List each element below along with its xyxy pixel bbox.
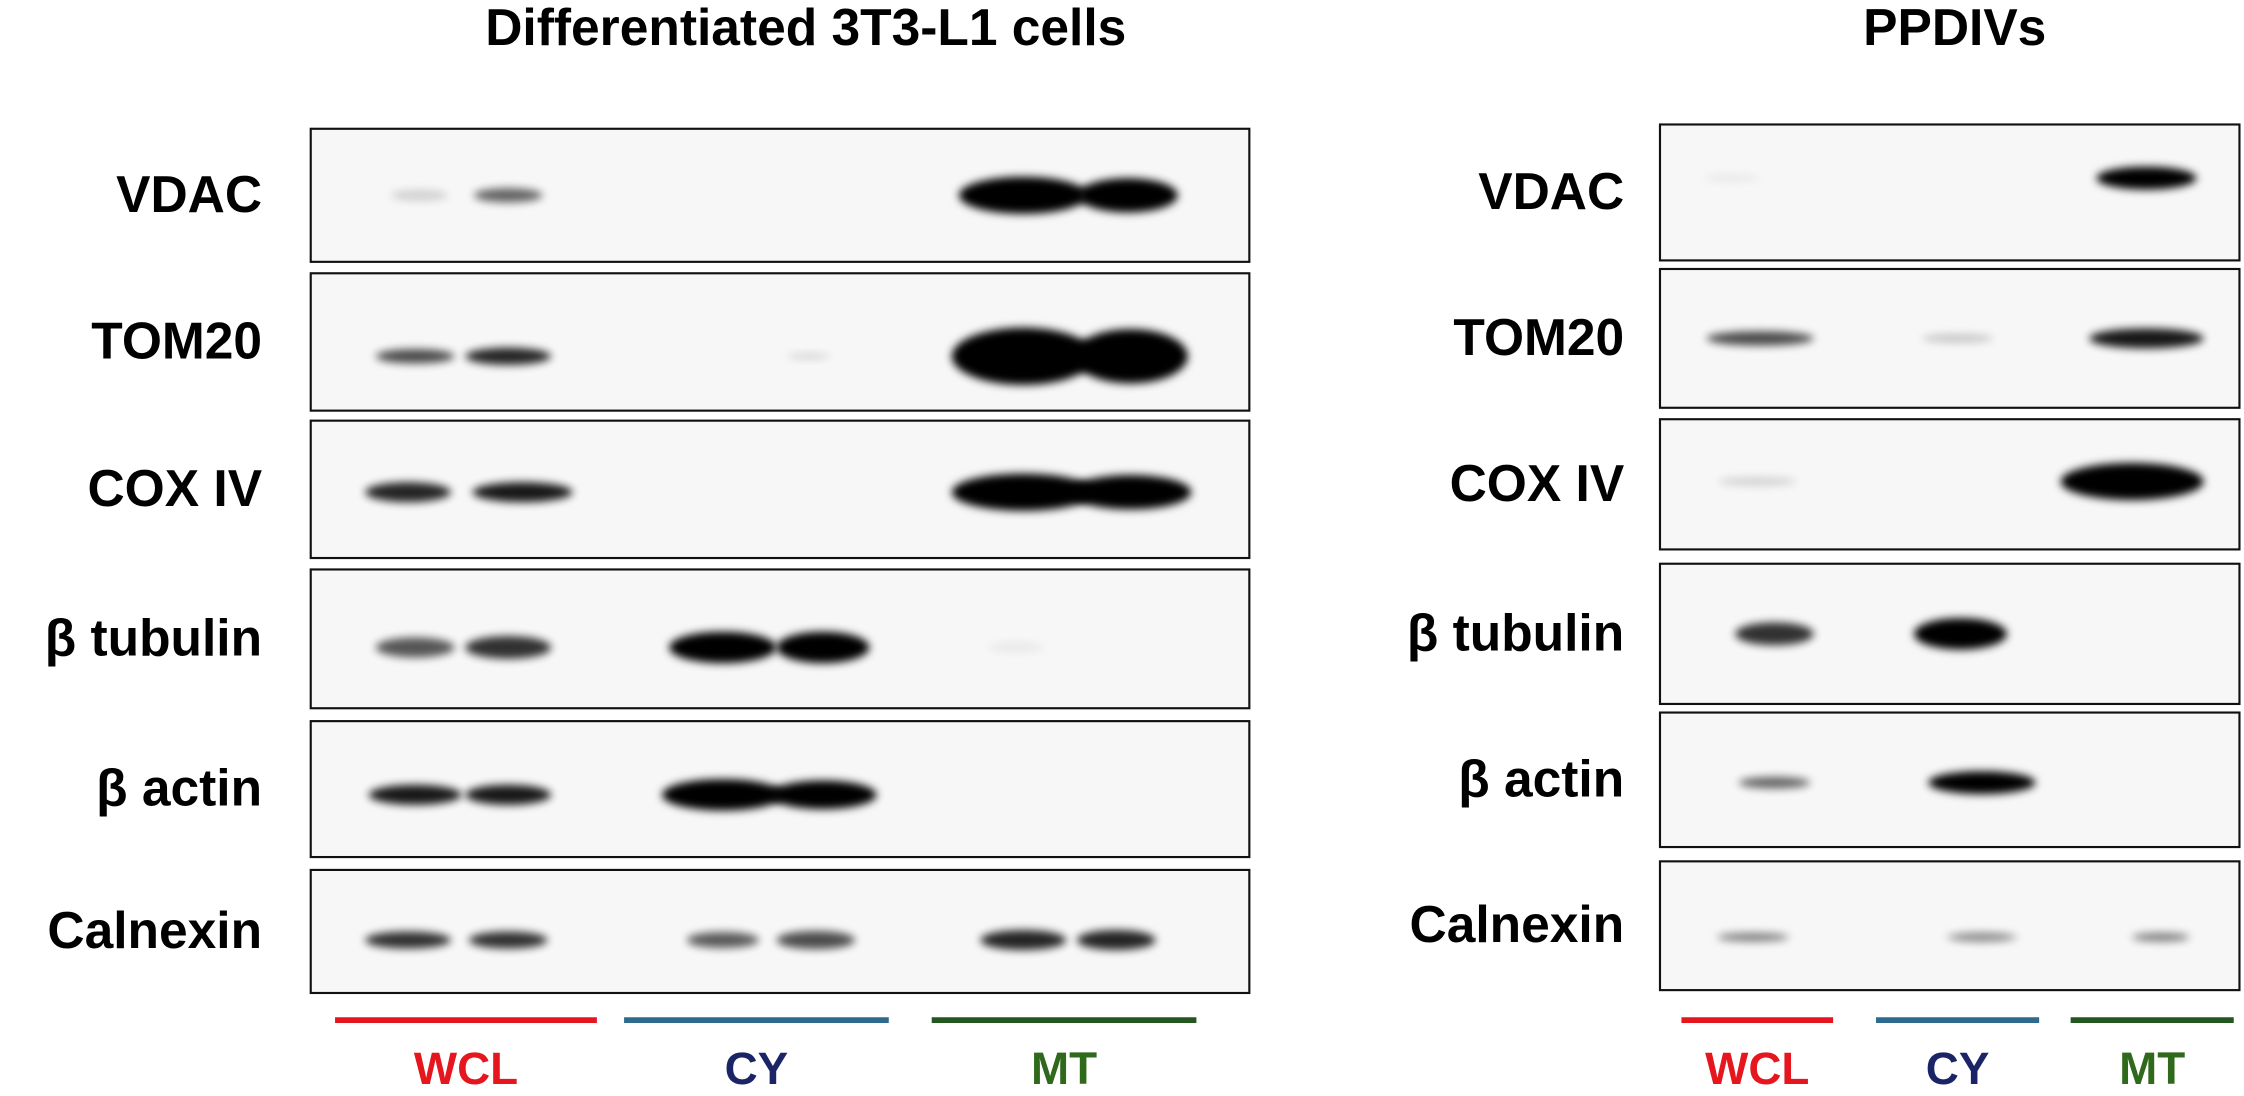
- row-label: VDAC: [1478, 162, 1624, 220]
- band: [769, 780, 877, 810]
- row-label: β actin: [1458, 749, 1624, 807]
- band: [661, 779, 784, 811]
- band: [472, 482, 573, 503]
- band: [669, 631, 777, 664]
- panel: Differentiated 3T3-L1 cells VDAC TOM20 COX …: [45, 0, 1251, 1094]
- band: [368, 784, 462, 805]
- panel-title: Differentiated 3T3-L1 cells: [485, 0, 1126, 56]
- band: [780, 930, 852, 951]
- band: [1913, 618, 2007, 650]
- band: [1077, 178, 1178, 213]
- band: [1735, 622, 1814, 646]
- row-label: TOM20: [1453, 308, 1624, 366]
- band: [2089, 328, 2204, 349]
- band: [465, 347, 552, 365]
- band: [1717, 932, 1789, 942]
- row-label: β tubulin: [45, 608, 262, 666]
- band: [1702, 173, 1761, 183]
- group-label: WCL: [1705, 1043, 1809, 1094]
- band: [987, 641, 1045, 654]
- band: [1706, 331, 1814, 346]
- row-label: TOM20: [91, 311, 262, 369]
- band: [390, 189, 449, 202]
- band: [958, 176, 1088, 214]
- band: [1073, 329, 1188, 384]
- band: [375, 349, 455, 364]
- row-label: Calnexin: [1410, 895, 1625, 953]
- band: [2096, 166, 2197, 190]
- band: [1069, 475, 1192, 510]
- band: [468, 931, 548, 949]
- blot-strip: [1658, 860, 2241, 992]
- band: [365, 482, 451, 503]
- band: [365, 931, 451, 949]
- band: [951, 327, 1095, 385]
- row-label: Calnexin: [47, 901, 262, 959]
- group-label: MT: [2119, 1043, 2185, 1094]
- band: [1921, 334, 1994, 343]
- band: [375, 637, 455, 658]
- row-label: β tubulin: [1407, 603, 1624, 661]
- band: [465, 635, 552, 659]
- band: [776, 631, 870, 664]
- group-label: WCL: [414, 1043, 518, 1094]
- band: [787, 353, 831, 360]
- group-label: MT: [1031, 1043, 1097, 1094]
- row-label: β actin: [96, 759, 262, 817]
- row-label: COX IV: [88, 459, 263, 517]
- band: [473, 188, 543, 203]
- panel: PPDIVs VDAC TOM20 COX IV β tubulin β actin Cal…: [1407, 0, 2241, 1094]
- band: [1738, 776, 1811, 789]
- group-label: CY: [725, 1043, 789, 1094]
- band: [1953, 932, 2011, 942]
- blot-strip: [1658, 123, 2241, 262]
- band: [687, 930, 759, 951]
- panel-title: PPDIVs: [1863, 0, 2046, 56]
- band: [1928, 771, 2036, 795]
- band: [2132, 932, 2190, 942]
- group-label: CY: [1926, 1043, 1990, 1094]
- band: [1717, 477, 1797, 486]
- blot-strip: [309, 568, 1251, 710]
- row-label: COX IV: [1450, 454, 1625, 512]
- band: [1076, 930, 1156, 951]
- band: [465, 784, 552, 805]
- band: [2060, 462, 2204, 501]
- band: [951, 473, 1095, 511]
- blot-strip: [309, 868, 1251, 995]
- row-label: VDAC: [116, 165, 262, 223]
- band: [980, 930, 1067, 951]
